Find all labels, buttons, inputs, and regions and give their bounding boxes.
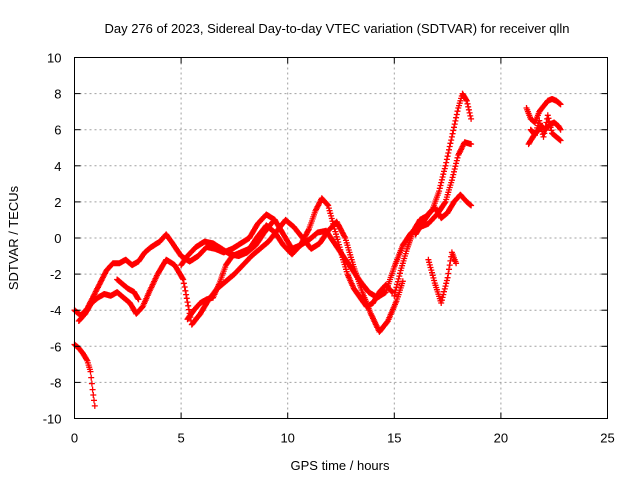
y-tick-label: 6	[54, 123, 61, 138]
y-tick-label: -8	[50, 375, 62, 390]
data-point-markers	[425, 249, 460, 306]
y-axis-label: SDTVAR / TECUs	[6, 185, 21, 290]
data-point-markers	[523, 96, 564, 126]
x-tick-label: 0	[71, 431, 78, 446]
data-point-markers	[114, 276, 142, 303]
data-point-markers	[71, 341, 98, 409]
series-arc-8	[425, 249, 460, 306]
y-tick-label: 10	[47, 51, 61, 66]
series-arc-7	[412, 191, 475, 238]
grid	[74, 57, 608, 419]
x-tick-label: 25	[600, 431, 614, 446]
series-arc-5	[178, 218, 276, 269]
series-arc-12	[527, 112, 564, 144]
series-arc-2	[75, 216, 406, 335]
axis-ticks: 0 5 10 15 20 25 -10 -8 -6 -4 -2 0 2 4 6 8 10	[43, 51, 615, 446]
y-tick-label: 4	[54, 159, 61, 174]
data-point-markers	[75, 216, 406, 335]
data-point-markers	[412, 191, 475, 238]
y-tick-label: 2	[54, 195, 61, 210]
y-tick-label: -6	[50, 339, 62, 354]
data-point-markers	[527, 112, 564, 144]
data-points	[71, 90, 564, 409]
series-arc-10	[523, 96, 564, 126]
x-tick-label: 20	[494, 431, 508, 446]
x-tick-label: 15	[387, 431, 401, 446]
y-tick-label: -2	[50, 267, 62, 282]
x-tick-label: 10	[280, 431, 294, 446]
x-axis-label: GPS time / hours	[291, 458, 390, 473]
chart-title: Day 276 of 2023, Sidereal Day-to-day VTE…	[104, 21, 569, 36]
x-tick-label: 5	[177, 431, 184, 446]
data-point-markers	[178, 218, 276, 269]
y-tick-label: 8	[54, 87, 61, 102]
y-tick-label: -10	[43, 412, 62, 427]
y-tick-label: 0	[54, 231, 61, 246]
y-tick-label: -4	[50, 303, 62, 318]
series-arc-9	[71, 341, 98, 409]
series-arc-3	[114, 276, 142, 303]
